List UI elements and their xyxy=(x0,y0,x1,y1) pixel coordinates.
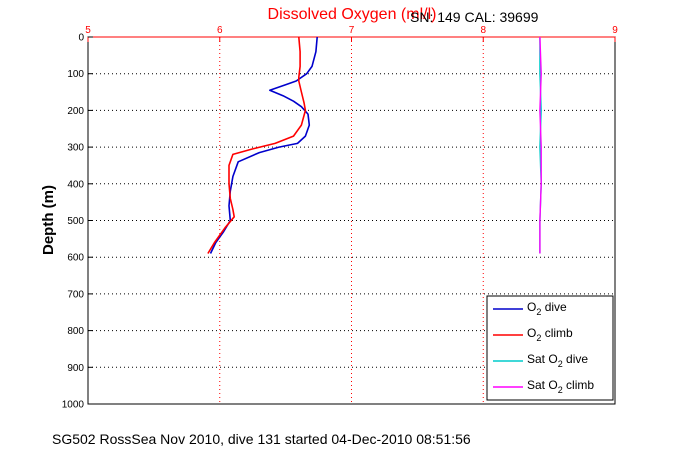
y-tick-label: 400 xyxy=(67,179,84,190)
series-line-sat-o2-climb xyxy=(539,36,542,254)
y-tick-label: 700 xyxy=(67,289,84,300)
legend-entry-label: O2 climb xyxy=(527,326,573,343)
y-tick-label: 1000 xyxy=(62,400,85,411)
series-line-o2-climb xyxy=(207,36,307,254)
series-line-o2-dive xyxy=(209,36,318,254)
legend-box xyxy=(486,295,614,401)
x-tick-label: 8 xyxy=(480,25,486,36)
legend-entry-label: O2 dive xyxy=(527,300,567,317)
legend-entry-label: Sat O2 climb xyxy=(527,378,594,395)
y-axis-label: Depth (m) xyxy=(40,185,57,255)
y-tick-label: 900 xyxy=(67,363,84,374)
chart-subtitle: SN: 149 CAL: 39699 xyxy=(410,9,539,25)
y-tick-label: 800 xyxy=(67,326,84,337)
y-tick-label: 0 xyxy=(78,33,84,44)
legend-entry-label: Sat O2 dive xyxy=(527,352,588,369)
x-tick-label: 5 xyxy=(85,25,91,36)
y-tick-label: 600 xyxy=(67,253,84,264)
x-tick-label: 6 xyxy=(217,25,223,36)
y-tick-label: 200 xyxy=(67,106,84,117)
chart-title: Dissolved Oxygen (ml/l) xyxy=(268,6,437,23)
y-tick-label: 300 xyxy=(67,143,84,154)
y-tick-label: 100 xyxy=(67,69,84,80)
footer-caption: SG502 RossSea Nov 2010, dive 131 started… xyxy=(52,431,471,447)
x-tick-label: 7 xyxy=(349,25,355,36)
series-layer xyxy=(207,36,542,254)
x-tick-label: 9 xyxy=(612,25,618,36)
legend: O2 dive O2 climb Sat O2 dive Sat O2 climb xyxy=(486,295,614,401)
axes-layer: 5 6 7 8 9 0 100 200 300 400 500 600 700 800 900 1000 xyxy=(62,25,618,411)
y-tick-label: 500 xyxy=(67,216,84,227)
